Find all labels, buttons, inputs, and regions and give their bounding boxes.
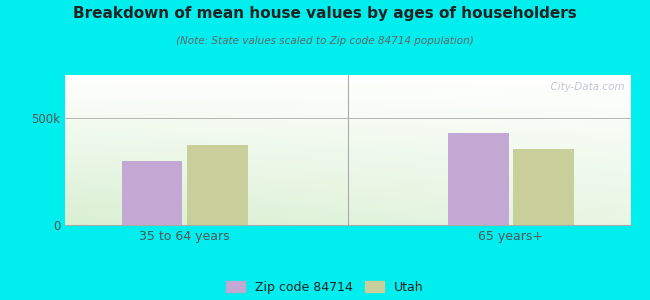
Bar [187, 145, 248, 225]
Bar [448, 133, 509, 225]
Legend: Zip code 84714, Utah: Zip code 84714, Utah [226, 281, 424, 294]
Text: Breakdown of mean house values by ages of householders: Breakdown of mean house values by ages o… [73, 6, 577, 21]
Bar [122, 161, 183, 225]
Text: (Note: State values scaled to Zip code 84714 population): (Note: State values scaled to Zip code 8… [176, 36, 474, 46]
Bar [513, 149, 574, 225]
Text: City-Data.com: City-Data.com [544, 82, 625, 92]
